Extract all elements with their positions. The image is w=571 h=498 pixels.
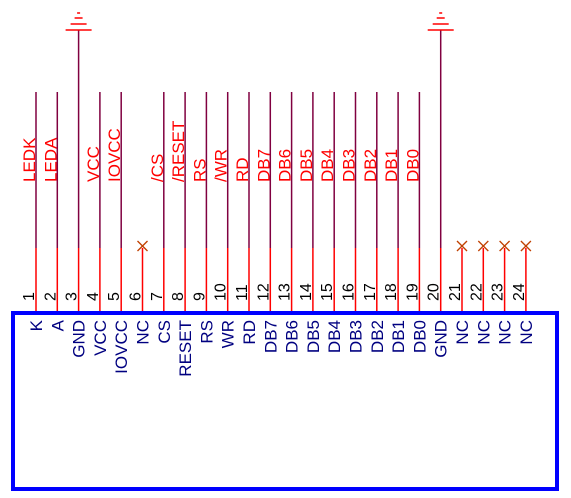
- pin-number: 6: [128, 292, 145, 301]
- pin-name: NC: [474, 320, 493, 345]
- pin-number: 20: [426, 283, 443, 301]
- ground-icon: [427, 12, 454, 31]
- pin-number: 22: [468, 283, 485, 301]
- pin-name: VCC: [91, 320, 110, 356]
- pin-number: 19: [404, 283, 421, 301]
- pin-name: NC: [517, 320, 536, 345]
- pin-name: DB2: [368, 320, 387, 353]
- pin-name: DB6: [283, 320, 302, 353]
- pin-name: NC: [134, 320, 153, 345]
- net-label: DB5: [297, 149, 316, 182]
- pin-number: 11: [234, 284, 251, 301]
- no-connect-icon: [137, 240, 148, 252]
- pin-number: 1: [21, 292, 38, 301]
- pin-number: 16: [341, 283, 358, 301]
- net-label: /CS: [148, 154, 167, 182]
- ground-icon: [65, 12, 92, 31]
- net-label: DB1: [382, 149, 401, 182]
- net-label: /WR: [212, 149, 231, 182]
- pin-number: 21: [447, 283, 464, 301]
- pin-number: 5: [106, 292, 123, 301]
- pin-names: K A GND VCC IOVCC NC CS RESET RS WR RD DB7 DB6 DB5 DB4…: [27, 319, 536, 376]
- pin-number: 7: [149, 292, 166, 301]
- pin-name: GND: [70, 320, 89, 358]
- pin-number: 15: [319, 283, 336, 301]
- pin-name: NC: [453, 320, 472, 345]
- net-label: DB7: [254, 149, 273, 182]
- net-labels: LEDK LEDA VCC IOVCC/CS/RESET RS/WR RD DB7 DB6 DB…: [20, 121, 422, 182]
- net-label: DB3: [340, 149, 359, 182]
- pin-number: 13: [277, 283, 294, 301]
- net-label: DB0: [403, 149, 422, 182]
- pin-name: DB7: [261, 320, 280, 353]
- no-connect-icon: [477, 240, 489, 252]
- pin-number: 14: [298, 283, 315, 301]
- net-label: VCC: [84, 146, 103, 182]
- pin-lines: [35, 248, 527, 313]
- ground-symbols: [65, 12, 454, 31]
- net-label: RD: [233, 157, 252, 182]
- net-label: LEDA: [41, 137, 60, 182]
- pin-name: A: [48, 319, 67, 331]
- pin-name: DB1: [389, 320, 408, 353]
- no-connect-icon: [520, 240, 532, 252]
- pin-number: 2: [42, 292, 59, 301]
- pin-name: K: [27, 319, 46, 331]
- pin-number: 18: [383, 283, 400, 301]
- pin-name: IOVCC: [112, 320, 131, 374]
- no-connect-icon: [499, 240, 511, 252]
- pin-number: 12: [255, 283, 272, 301]
- pin-name: DB5: [304, 320, 323, 353]
- pin-name: DB3: [347, 320, 366, 353]
- no-connect-marks: [137, 240, 532, 252]
- pin-name: WR: [219, 320, 238, 348]
- pin-number: 3: [64, 292, 81, 301]
- pin-number: 10: [213, 283, 230, 301]
- no-connect-icon: [456, 240, 468, 252]
- pin-number: 8: [170, 292, 187, 301]
- net-label: DB4: [318, 149, 337, 182]
- pin-name: NC: [496, 320, 515, 345]
- pin-number: 17: [362, 283, 379, 301]
- pin-number: 9: [191, 292, 208, 301]
- pin-name: DB0: [410, 320, 429, 353]
- pin-number: 24: [511, 283, 528, 301]
- pin-name: GND: [432, 320, 451, 358]
- pin-name: RD: [240, 320, 259, 345]
- pin-number: 4: [85, 292, 102, 301]
- pin-name: CS: [155, 320, 174, 344]
- pin-name: RS: [197, 320, 216, 344]
- net-label: /RESET: [169, 121, 188, 182]
- pin-number: 23: [490, 283, 507, 301]
- net-label: DB6: [276, 149, 295, 182]
- net-label: RS: [190, 158, 209, 182]
- connector-body: [11, 311, 559, 491]
- pin-name: RESET: [176, 320, 195, 377]
- net-label: IOVCC: [105, 128, 124, 182]
- net-label: DB2: [361, 149, 380, 182]
- net-wires: [35, 30, 442, 248]
- net-label: LEDK: [20, 137, 39, 182]
- pin-numbers: 1 2 3 4 5 6 7 8 9 10 11 12 13 14 15 16 17 18 19 20 21 22 23 24: [21, 283, 528, 301]
- pin-name: DB4: [325, 320, 344, 353]
